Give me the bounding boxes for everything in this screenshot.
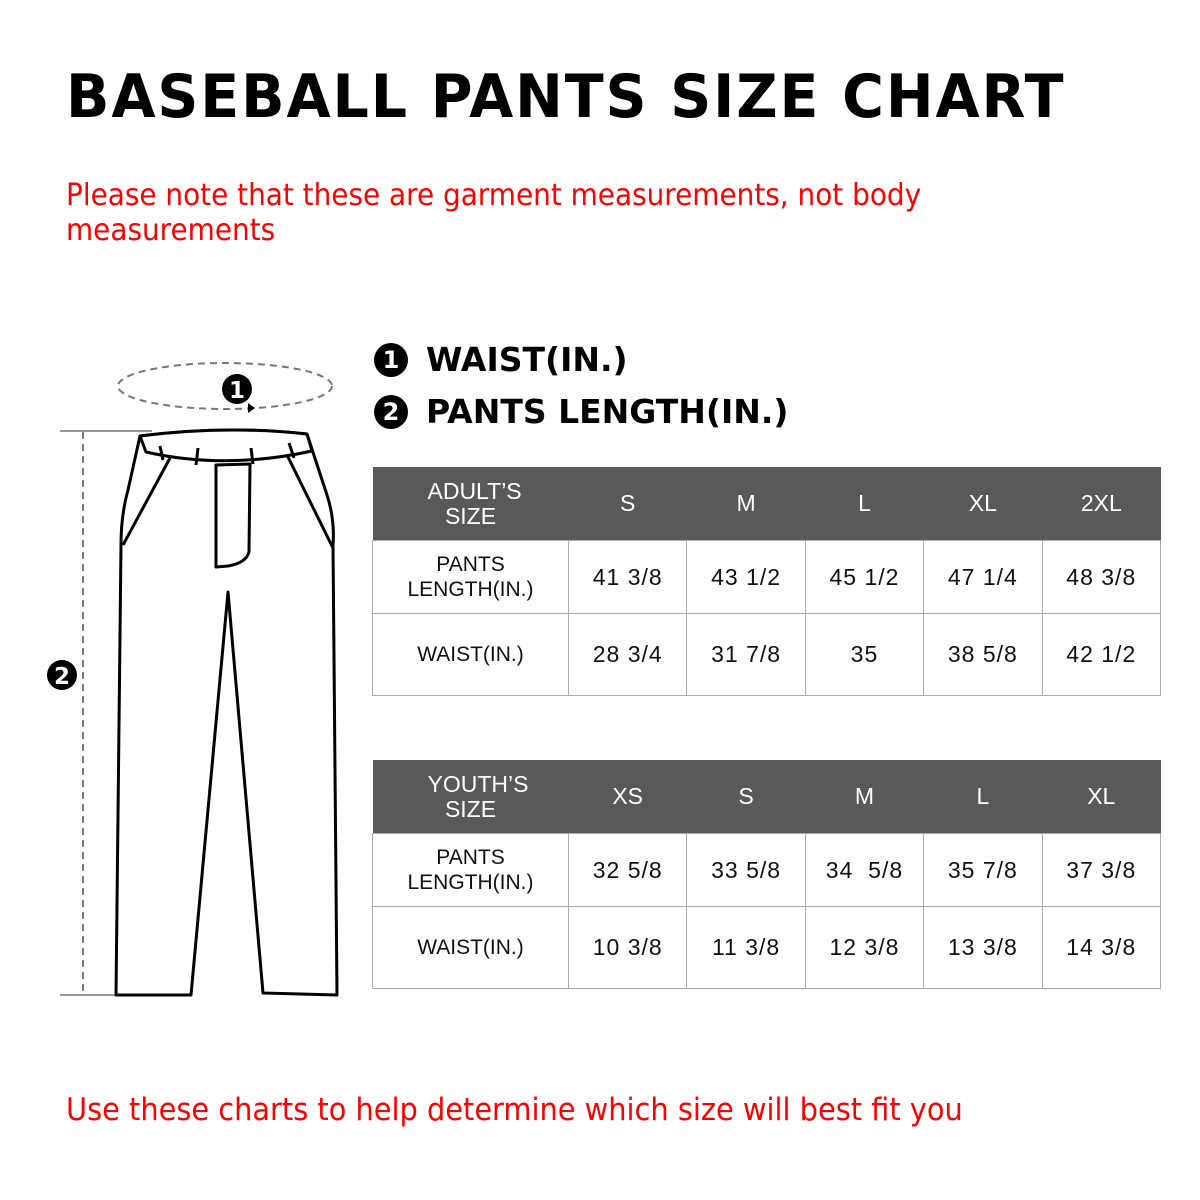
legend-length: 2 PANTS LENGTH(IN.) bbox=[374, 392, 789, 431]
table-cell: 10 3/8 bbox=[567, 906, 688, 989]
number-2-icon: 2 bbox=[374, 394, 408, 429]
table-cell: 45 1/2 bbox=[804, 540, 925, 614]
row-label: PANTS LENGTH(IN.) bbox=[372, 833, 569, 907]
table-cell: 34 5/8 bbox=[804, 833, 925, 907]
length-marker: 2 bbox=[54, 664, 70, 690]
table-cell: 41 3/8 bbox=[567, 540, 688, 614]
table-cell: 37 3/8 bbox=[1041, 833, 1162, 907]
row-label: PANTS LENGTH(IN.) bbox=[372, 540, 569, 614]
adult-size-table: ADULT’S SIZE S M L XL 2XL PANTS LENGTH(I… bbox=[372, 467, 1162, 696]
table-cell: 11 3/8 bbox=[686, 906, 806, 989]
row-label: WAIST(IN.) bbox=[372, 906, 569, 989]
table-cell: 35 7/8 bbox=[923, 833, 1043, 907]
garment-note: Please note that these are garment measu… bbox=[66, 178, 922, 248]
table-cell: 47 1/4 bbox=[923, 540, 1043, 614]
legend-label: PANTS LENGTH(IN.) bbox=[426, 392, 789, 431]
size-header: XL bbox=[1042, 760, 1161, 834]
youth-size-table: YOUTH’S SIZE XS S M L XL PANTS LENGTH(IN… bbox=[372, 760, 1162, 989]
legend-waist: 1 WAIST(IN.) bbox=[374, 340, 628, 379]
table-cell: 28 3/4 bbox=[567, 613, 688, 696]
table-header-row: YOUTH’S SIZE XS S M L XL bbox=[372, 760, 1161, 834]
waist-marker: 1 bbox=[229, 378, 245, 404]
size-header: XL bbox=[923, 467, 1043, 541]
table-cell: 14 3/8 bbox=[1041, 906, 1162, 989]
size-header: S bbox=[568, 467, 687, 541]
table-header-label: YOUTH’S SIZE bbox=[372, 760, 569, 834]
table-cell: 13 3/8 bbox=[923, 906, 1043, 989]
size-header: M bbox=[805, 760, 924, 834]
row-label: WAIST(IN.) bbox=[372, 613, 569, 696]
table-cell: 38 5/8 bbox=[923, 613, 1043, 696]
table-cell: 32 5/8 bbox=[567, 833, 688, 907]
size-header: XS bbox=[568, 760, 687, 834]
legend-label: WAIST(IN.) bbox=[426, 340, 628, 379]
size-header: S bbox=[686, 760, 806, 834]
table-header-label: ADULT’S SIZE bbox=[372, 467, 569, 541]
table-cell: 48 3/8 bbox=[1041, 540, 1162, 614]
table-row: PANTS LENGTH(IN.) 41 3/8 43 1/2 45 1/2 4… bbox=[372, 540, 1162, 614]
page-title: BASEBALL PANTS SIZE CHART bbox=[66, 62, 1066, 132]
table-row: WAIST(IN.) 10 3/8 11 3/8 12 3/8 13 3/8 1… bbox=[372, 906, 1162, 989]
table-row: WAIST(IN.) 28 3/4 31 7/8 35 38 5/8 42 1/… bbox=[372, 613, 1162, 696]
table-row: PANTS LENGTH(IN.) 32 5/8 33 5/8 34 5/8 3… bbox=[372, 833, 1162, 907]
waist-measure-ellipse bbox=[117, 362, 333, 410]
waist-arrow-icon bbox=[248, 403, 255, 413]
size-header: 2XL bbox=[1042, 467, 1161, 541]
table-header-row: ADULT’S SIZE S M L XL 2XL bbox=[372, 467, 1161, 541]
table-cell: 35 bbox=[804, 613, 925, 696]
table-cell: 12 3/8 bbox=[804, 906, 925, 989]
number-1-icon: 1 bbox=[374, 342, 408, 377]
table-cell: 33 5/8 bbox=[686, 833, 806, 907]
pants-outline bbox=[114, 428, 339, 997]
table-cell: 43 1/2 bbox=[686, 540, 806, 614]
table-cell: 42 1/2 bbox=[1041, 613, 1162, 696]
size-header: M bbox=[686, 467, 806, 541]
size-header: L bbox=[923, 760, 1043, 834]
table-cell: 31 7/8 bbox=[686, 613, 806, 696]
size-header: L bbox=[805, 467, 924, 541]
footer-note: Use these charts to help determine which… bbox=[66, 1092, 963, 1128]
